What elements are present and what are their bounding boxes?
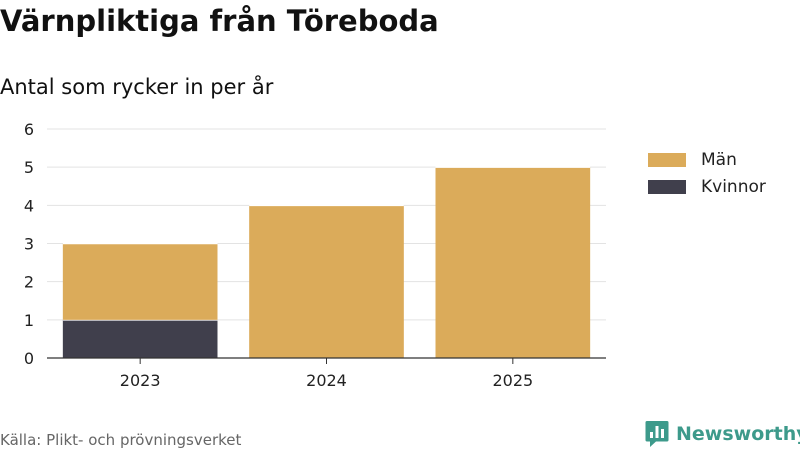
chart-title: Värnpliktiga från Töreboda (0, 4, 439, 38)
legend-label: Män (701, 149, 737, 170)
legend-item-män: Män (648, 146, 766, 173)
source-note: Källa: Plikt- och prövningsverket (0, 431, 242, 449)
y-tick-label: 2 (24, 273, 34, 292)
y-tick-label: 4 (24, 196, 34, 215)
bar-chart-badge-icon (645, 421, 669, 447)
y-tick-label: 5 (24, 158, 34, 177)
chart-legend: Män Kvinnor (648, 146, 766, 200)
bar-män-2023 (62, 243, 218, 320)
bar-män-2025 (435, 167, 591, 358)
legend-item-kvinnor: Kvinnor (648, 173, 766, 200)
bar-kvinnor-2023 (62, 319, 218, 358)
y-tick-label: 1 (24, 311, 34, 330)
x-tick-label: 2025 (492, 371, 533, 390)
chart-subtitle: Antal som rycker in per år (0, 75, 274, 99)
y-tick-label: 3 (24, 235, 34, 254)
brand-name: Newsworthy (676, 423, 800, 445)
y-tick-label: 6 (24, 120, 34, 139)
x-tick-label: 2023 (120, 371, 161, 390)
legend-swatch (648, 179, 686, 194)
legend-swatch (648, 152, 686, 167)
bar-män-2024 (249, 205, 404, 358)
brand-logo: Newsworthy (645, 420, 800, 448)
x-tick-label: 2024 (306, 371, 347, 390)
y-tick-label: 0 (24, 349, 34, 368)
legend-label: Kvinnor (701, 176, 766, 197)
